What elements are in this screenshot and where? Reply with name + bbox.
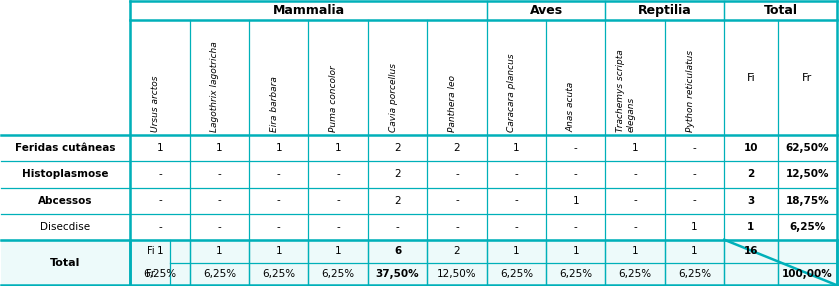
Text: Cavia porcellus: Cavia porcellus (389, 63, 397, 132)
Text: Lagothrix lagotricha: Lagothrix lagotricha (210, 41, 219, 132)
Text: -: - (574, 222, 578, 232)
Text: 6,25%: 6,25% (322, 269, 354, 279)
Text: Anas acuta: Anas acuta (567, 82, 575, 132)
Text: 62,50%: 62,50% (785, 143, 829, 153)
Text: -: - (396, 222, 400, 232)
Text: -: - (158, 196, 162, 206)
Text: -: - (277, 222, 281, 232)
Text: -: - (277, 170, 281, 179)
Text: -: - (455, 170, 459, 179)
Text: 2: 2 (454, 246, 460, 256)
Text: 37,50%: 37,50% (375, 269, 419, 279)
Bar (1, 240, 837, 285)
Text: Fr: Fr (146, 269, 155, 279)
Text: 1: 1 (572, 246, 579, 256)
Text: -: - (693, 196, 696, 206)
Text: 1: 1 (157, 143, 163, 153)
Text: 6,25%: 6,25% (144, 269, 176, 279)
Text: 6: 6 (394, 246, 402, 256)
Text: 6,25%: 6,25% (500, 269, 533, 279)
Text: 100,00%: 100,00% (782, 269, 832, 279)
Text: Fi: Fi (147, 246, 155, 256)
Text: 1: 1 (632, 143, 638, 153)
Text: 1: 1 (691, 246, 698, 256)
Text: Ursus arctos: Ursus arctos (151, 76, 160, 132)
Text: 2: 2 (394, 170, 401, 179)
Text: 6,25%: 6,25% (202, 269, 236, 279)
Text: 1: 1 (276, 246, 282, 256)
Text: 1: 1 (748, 222, 754, 232)
Text: 12,50%: 12,50% (785, 170, 829, 179)
Text: Aves: Aves (529, 4, 563, 17)
Text: 1: 1 (335, 246, 342, 256)
Text: -: - (455, 196, 459, 206)
Text: -: - (455, 222, 459, 232)
Text: 6,25%: 6,25% (678, 269, 711, 279)
Text: 6,25%: 6,25% (559, 269, 592, 279)
Text: 1: 1 (216, 143, 223, 153)
Text: 1: 1 (335, 143, 342, 153)
Text: 1: 1 (691, 222, 698, 232)
Text: Histoplasmose: Histoplasmose (23, 170, 108, 179)
Text: Caracara plancus: Caracara plancus (507, 53, 517, 132)
Text: -: - (158, 222, 162, 232)
Text: Mammalia: Mammalia (272, 4, 344, 17)
Text: -: - (514, 196, 518, 206)
Text: 10: 10 (743, 143, 759, 153)
Text: 1: 1 (513, 143, 520, 153)
Text: 1: 1 (157, 246, 163, 256)
Text: Eira barbara: Eira barbara (270, 76, 279, 132)
Text: Abcessos: Abcessos (39, 196, 92, 206)
Text: 6,25%: 6,25% (790, 222, 826, 232)
Text: -: - (574, 143, 578, 153)
Text: Total: Total (50, 257, 81, 267)
Text: Panthera leo: Panthera leo (448, 75, 457, 132)
Text: Reptilia: Reptilia (638, 4, 691, 17)
Text: Disecdise: Disecdise (40, 222, 91, 232)
Text: Feridas cutâneas: Feridas cutâneas (15, 143, 116, 153)
Text: 16: 16 (743, 246, 759, 256)
Text: 2: 2 (454, 143, 460, 153)
Text: -: - (633, 170, 637, 179)
Text: Fi: Fi (747, 73, 755, 83)
Text: Trachemys scripta
elegans: Trachemys scripta elegans (616, 49, 635, 132)
Text: 1: 1 (572, 196, 579, 206)
Text: 3: 3 (748, 196, 754, 206)
Text: -: - (218, 196, 221, 206)
Text: -: - (693, 170, 696, 179)
Text: -: - (218, 170, 221, 179)
Text: -: - (514, 170, 518, 179)
Text: -: - (633, 196, 637, 206)
Text: 2: 2 (394, 196, 401, 206)
Text: 1: 1 (632, 246, 638, 256)
Text: 6,25%: 6,25% (262, 269, 296, 279)
Text: Puma concolor: Puma concolor (329, 65, 339, 132)
Text: -: - (336, 196, 340, 206)
Text: 1: 1 (216, 246, 223, 256)
Text: -: - (218, 222, 221, 232)
Text: 2: 2 (394, 143, 401, 153)
Text: -: - (336, 170, 340, 179)
Text: 2: 2 (748, 170, 754, 179)
Text: -: - (277, 196, 281, 206)
Text: 1: 1 (276, 143, 282, 153)
Text: Total: Total (764, 4, 798, 17)
Text: -: - (514, 222, 518, 232)
Text: 1: 1 (513, 246, 520, 256)
Text: -: - (336, 222, 340, 232)
Text: 12,50%: 12,50% (437, 269, 477, 279)
Text: -: - (574, 170, 578, 179)
Text: Fr: Fr (802, 73, 812, 83)
Text: Python reticulatus: Python reticulatus (685, 50, 695, 132)
Text: 18,75%: 18,75% (785, 196, 829, 206)
Text: -: - (158, 170, 162, 179)
Text: -: - (693, 143, 696, 153)
Text: 6,25%: 6,25% (618, 269, 652, 279)
Text: -: - (633, 222, 637, 232)
